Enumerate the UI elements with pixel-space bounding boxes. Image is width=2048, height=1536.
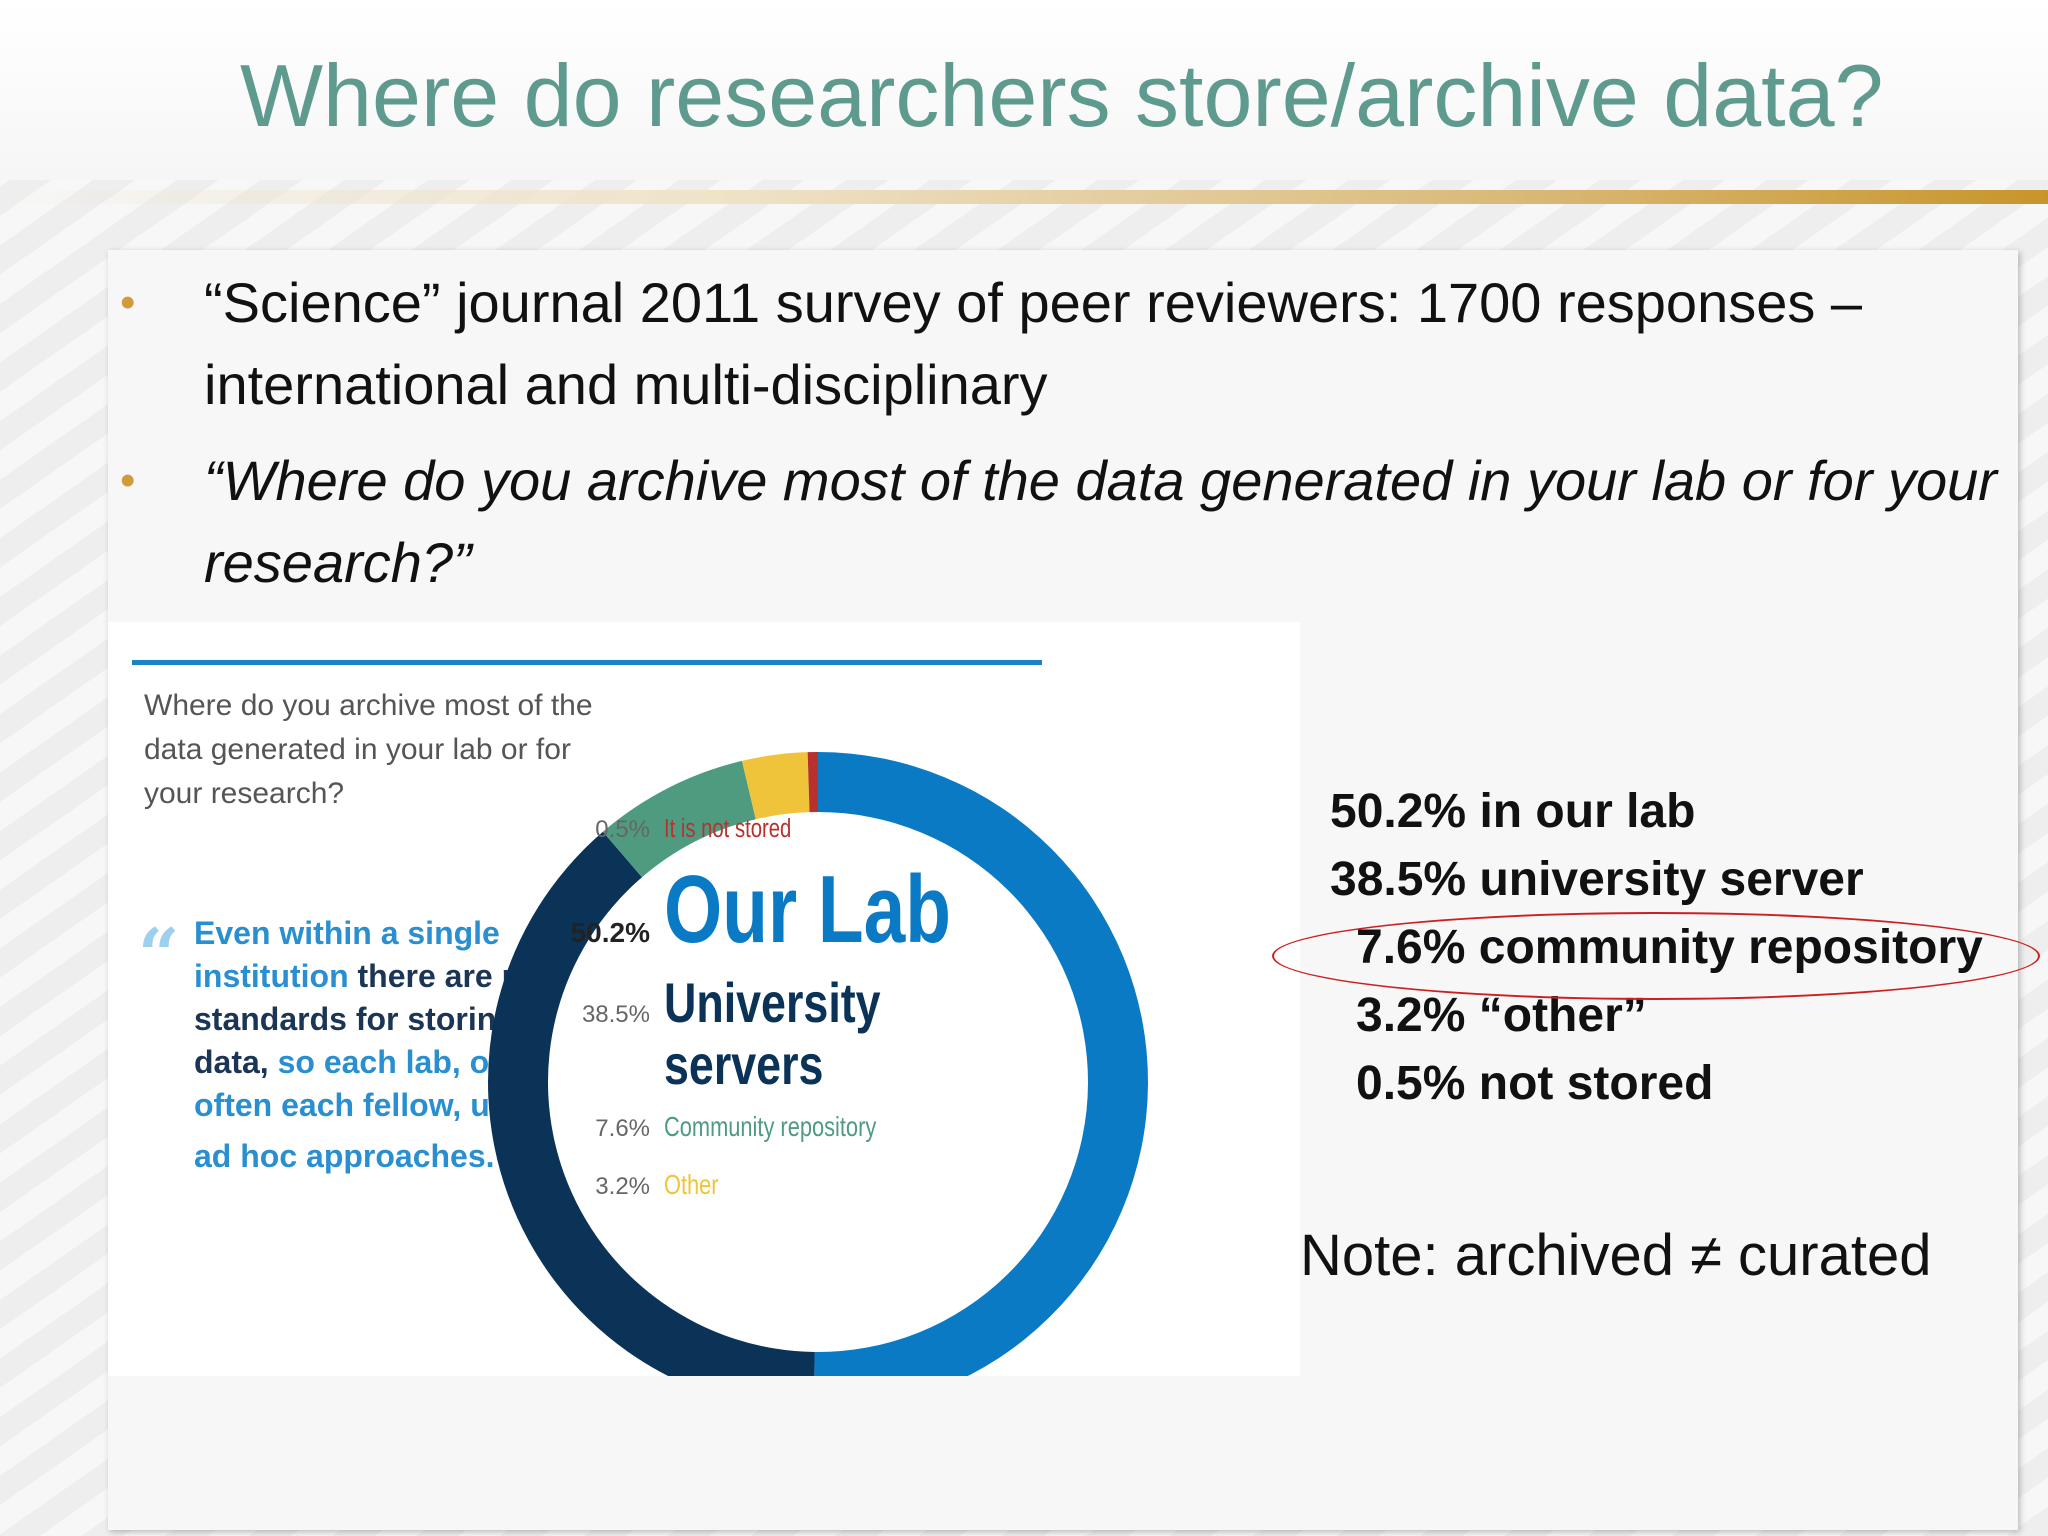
figure-rule bbox=[132, 660, 1042, 665]
bullet-dot-icon: • bbox=[120, 278, 136, 327]
data-label-community-repository: 7.6% bbox=[595, 1115, 650, 1142]
data-label-university-servers: 38.5% bbox=[582, 1001, 650, 1028]
quote-text: so each lab, or often each fellow, uses … bbox=[194, 1044, 544, 1174]
legend-label-our-lab: Our Lab bbox=[664, 856, 951, 963]
stat-not-stored: 0.5% not stored bbox=[1356, 1057, 1714, 1110]
donut-slice-our-lab bbox=[814, 752, 1148, 1376]
bullet-text: “Science” journal 2011 survey of peer re… bbox=[204, 271, 1863, 416]
donut-chart: 0.5% It is not stored 50.2% Our Lab 38.5% Uni… bbox=[488, 752, 1148, 1376]
bullet-dot-icon: • bbox=[120, 456, 136, 505]
title-divider bbox=[0, 190, 2048, 204]
legend-label-community-repository: Community repository bbox=[664, 1111, 877, 1142]
quote-text: Even within a single institution bbox=[194, 915, 500, 994]
note-text: Note: archived ≠ curated bbox=[1300, 1223, 1932, 1288]
survey-figure: Where do you archive most of the data ge… bbox=[108, 622, 1300, 1376]
title-band bbox=[0, 0, 2048, 180]
slide-title: Where do researchers store/archive data? bbox=[240, 46, 1884, 145]
highlight-ellipse bbox=[1272, 912, 2040, 1000]
legend-label-university-servers-line2: servers bbox=[664, 1033, 823, 1096]
data-label-our-lab: 50.2% bbox=[571, 917, 650, 948]
legend-label-university-servers: University bbox=[664, 971, 881, 1034]
pull-quote: “ Even within a single institution there… bbox=[138, 912, 588, 1178]
figure-question: Where do you archive most of the data ge… bbox=[144, 689, 593, 810]
data-label-other: 3.2% bbox=[595, 1173, 650, 1200]
bullet-item: • “Science” journal 2011 survey of peer … bbox=[120, 262, 2020, 426]
stat-our-lab: 50.2% in our lab bbox=[1330, 785, 1696, 838]
donut-slice-other bbox=[741, 752, 810, 820]
donut-slice-university-servers bbox=[488, 831, 815, 1376]
donut-slice-it-is-not-stored bbox=[807, 752, 818, 813]
data-label-it-is-not-stored: 0.5% bbox=[595, 816, 650, 843]
legend-label-it-is-not-stored: It is not stored bbox=[664, 814, 791, 843]
stat-university-server: 38.5% university server bbox=[1330, 853, 1864, 906]
bullet-list: • “Science” journal 2011 survey of peer … bbox=[120, 262, 2020, 618]
bullet-text: “Where do you archive most of the data g… bbox=[204, 449, 1997, 594]
legend-label-other: Other bbox=[664, 1169, 719, 1200]
donut-slice-community-repository bbox=[602, 760, 756, 878]
bullet-item: • “Where do you archive most of the data… bbox=[120, 440, 2020, 604]
